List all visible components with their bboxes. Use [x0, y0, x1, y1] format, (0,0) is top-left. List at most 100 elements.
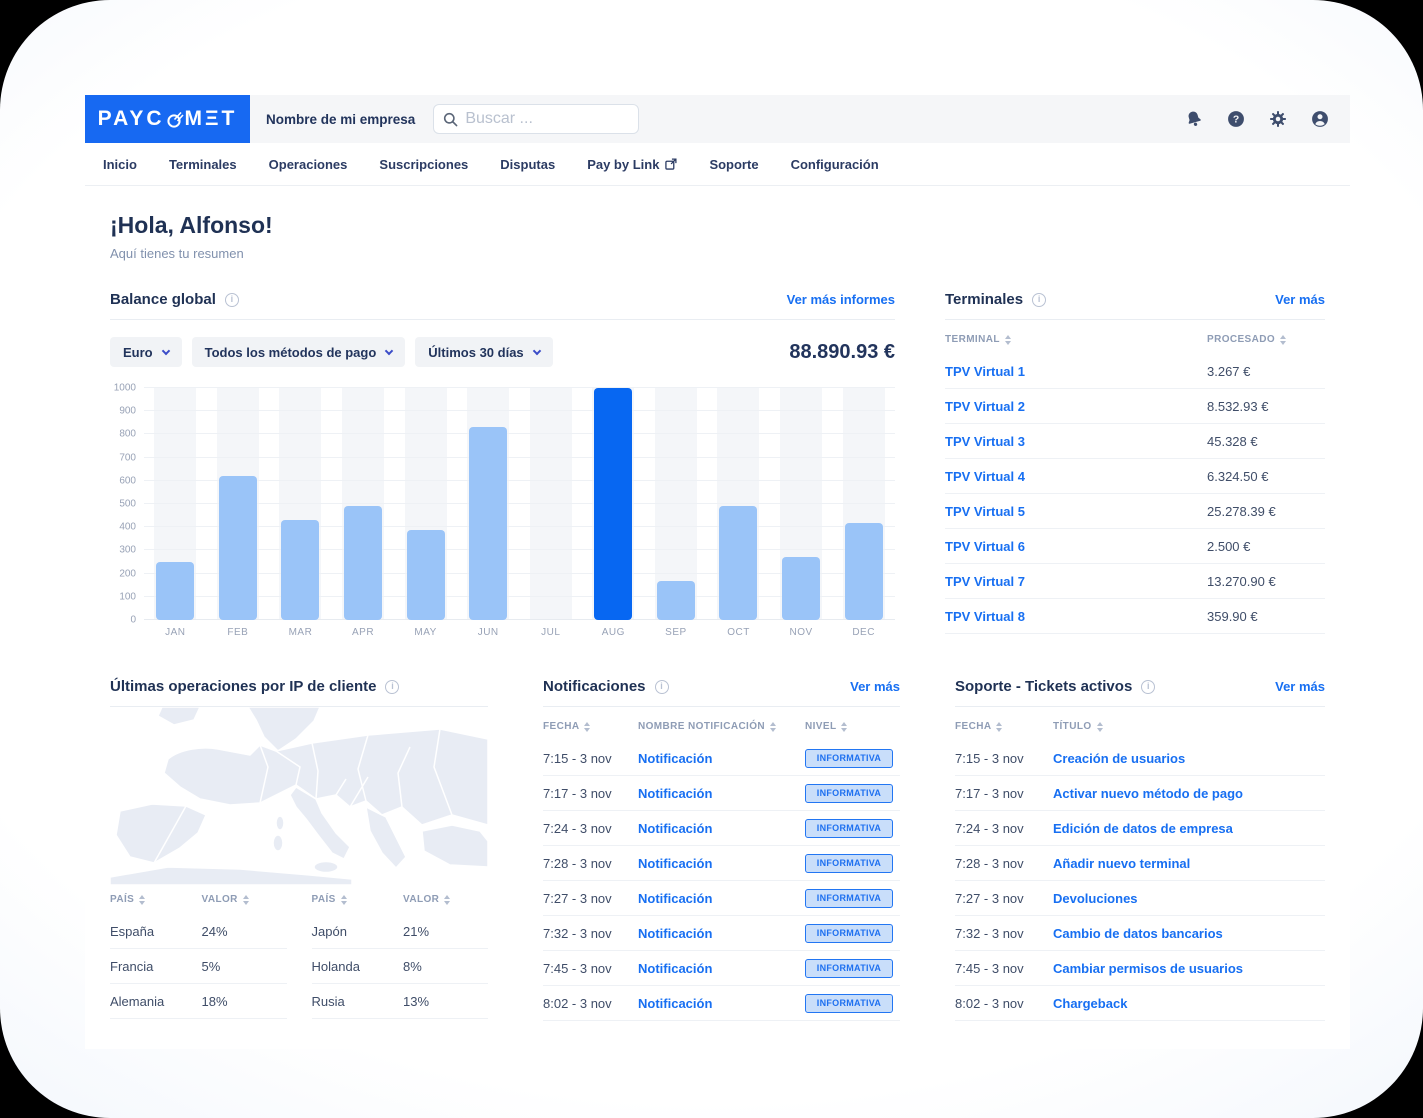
chart-column-feb	[207, 388, 270, 620]
ticket-title-link[interactable]: Chargeback	[1053, 996, 1325, 1011]
sort-icon	[444, 895, 450, 905]
y-axis-tick: 800	[119, 429, 136, 440]
column-header-fecha[interactable]: FECHA	[955, 721, 1053, 732]
terminal-link[interactable]: TPV Virtual 2	[945, 399, 1207, 414]
table-row: TPV Virtual 713.270.90 €	[945, 564, 1325, 599]
table-row: 7:15 - 3 novNotificaciónINFORMATIVA	[543, 741, 900, 776]
y-axis-tick: 1000	[114, 383, 136, 394]
terminal-link[interactable]: TPV Virtual 8	[945, 609, 1207, 624]
terminal-processed-value: 3.267 €	[1207, 364, 1325, 379]
info-icon[interactable]	[385, 680, 399, 694]
filter-dropdown--ltimos-30-d-as[interactable]: Últimos 30 días	[415, 337, 552, 367]
terminal-link[interactable]: TPV Virtual 3	[945, 434, 1207, 449]
notification-link[interactable]: Notificación	[638, 961, 805, 976]
chart-y-axis: 01002003004005006007008009001000	[110, 388, 144, 620]
terminals-table: TPV Virtual 13.267 €TPV Virtual 28.532.9…	[945, 354, 1325, 634]
ticket-date: 7:28 - 3 nov	[955, 856, 1053, 871]
chart-bar-may	[407, 530, 445, 620]
filter-dropdown-todos-los-m-todos-de-pago[interactable]: Todos los métodos de pago	[192, 337, 406, 367]
table-row: 8:02 - 3 novNotificaciónINFORMATIVA	[543, 986, 900, 1021]
column-header-procesado[interactable]: PROCESADO	[1207, 334, 1325, 345]
terminal-link[interactable]: TPV Virtual 1	[945, 364, 1207, 379]
x-axis-label-jul: JUL	[519, 627, 582, 638]
chart-column-band	[467, 388, 509, 620]
support-see-more-link[interactable]: Ver más	[1275, 679, 1325, 694]
nav-item-configuraci-n[interactable]: Configuración	[791, 157, 879, 172]
x-axis-label-dec: DEC	[832, 627, 895, 638]
search-box[interactable]	[433, 104, 639, 134]
table-row: TPV Virtual 62.500 €	[945, 529, 1325, 564]
notification-link[interactable]: Notificación	[638, 856, 805, 871]
greeting: ¡Hola, Alfonso! Aquí tienes tu resumen	[110, 212, 1325, 261]
balance-chart: 01002003004005006007008009001000 JANFEBM…	[110, 388, 895, 638]
x-axis-label-sep: SEP	[645, 627, 708, 638]
column-header-titulo[interactable]: TÍTULO	[1053, 721, 1325, 732]
notifications-bell-icon[interactable]	[1184, 109, 1204, 129]
notification-link[interactable]: Notificación	[638, 926, 805, 941]
nav-item-terminales[interactable]: Terminales	[169, 157, 237, 172]
ticket-title-link[interactable]: Edición de datos de empresa	[1053, 821, 1325, 836]
column-header-nivel[interactable]: NIVEL	[805, 721, 900, 732]
column-header-pais[interactable]: PAÍS	[110, 894, 202, 905]
notification-link[interactable]: Notificación	[638, 996, 805, 1011]
terminal-processed-value: 45.328 €	[1207, 434, 1325, 449]
table-row: 7:45 - 3 novCambiar permisos de usuarios	[955, 951, 1325, 986]
column-header-nombre-notificacion[interactable]: NOMBRE NOTIFICACIÓN	[638, 721, 805, 732]
ticket-title-link[interactable]: Cambiar permisos de usuarios	[1053, 961, 1325, 976]
support-table: 7:15 - 3 novCreación de usuarios7:17 - 3…	[955, 741, 1325, 1021]
y-axis-tick: 400	[119, 522, 136, 533]
filter-dropdown-euro[interactable]: Euro	[110, 337, 182, 367]
info-icon[interactable]	[1141, 680, 1155, 694]
comet-o-icon	[166, 110, 184, 129]
terminal-link[interactable]: TPV Virtual 4	[945, 469, 1207, 484]
settings-gear-icon[interactable]	[1268, 109, 1288, 129]
sort-icon	[584, 722, 590, 732]
ticket-title-link[interactable]: Cambio de datos bancarios	[1053, 926, 1325, 941]
ticket-title-link[interactable]: Añadir nuevo terminal	[1053, 856, 1325, 871]
chart-column-oct	[707, 388, 770, 620]
ticket-title-link[interactable]: Devoluciones	[1053, 891, 1325, 906]
ticket-date: 7:24 - 3 nov	[955, 821, 1053, 836]
table-row: TPV Virtual 46.324.50 €	[945, 459, 1325, 494]
notification-link[interactable]: Notificación	[638, 821, 805, 836]
terminal-link[interactable]: TPV Virtual 5	[945, 504, 1207, 519]
terminal-link[interactable]: TPV Virtual 7	[945, 574, 1207, 589]
column-header-terminal[interactable]: TERMINAL	[945, 334, 1207, 345]
chart-plot-area	[144, 388, 895, 620]
search-input[interactable]	[465, 110, 629, 128]
column-header-pais[interactable]: PAÍS	[312, 894, 404, 905]
help-icon[interactable]: ?	[1226, 109, 1246, 129]
notification-link[interactable]: Notificación	[638, 891, 805, 906]
terminals-see-more-link[interactable]: Ver más	[1275, 292, 1325, 307]
terminal-processed-value: 25.278.39 €	[1207, 504, 1325, 519]
company-name: Nombre de mi empresa	[266, 112, 415, 127]
see-more-reports-link[interactable]: Ver más informes	[787, 292, 895, 307]
sort-icon	[1097, 722, 1103, 732]
nav-item-soporte[interactable]: Soporte	[709, 157, 758, 172]
notification-link[interactable]: Notificación	[638, 751, 805, 766]
info-icon[interactable]	[1032, 293, 1046, 307]
column-header-fecha[interactable]: FECHA	[543, 721, 638, 732]
column-header-valor[interactable]: VALOR	[403, 894, 488, 905]
nav-item-pay-by-link[interactable]: Pay by Link	[587, 157, 677, 172]
level-badge: INFORMATIVA	[805, 924, 893, 943]
sort-icon	[996, 722, 1002, 732]
chart-column-jun	[457, 388, 520, 620]
info-icon[interactable]	[655, 680, 669, 694]
account-user-icon[interactable]	[1310, 109, 1330, 129]
nav-item-suscripciones[interactable]: Suscripciones	[379, 157, 468, 172]
info-icon[interactable]	[225, 293, 239, 307]
paycomet-logo[interactable]: PAYC MΞT	[85, 95, 250, 143]
ticket-title-link[interactable]: Activar nuevo método de pago	[1053, 786, 1325, 801]
nav-item-inicio[interactable]: Inicio	[103, 157, 137, 172]
y-axis-tick: 100	[119, 591, 136, 602]
terminal-link[interactable]: TPV Virtual 6	[945, 539, 1207, 554]
nav-item-disputas[interactable]: Disputas	[500, 157, 555, 172]
ticket-title-link[interactable]: Creación de usuarios	[1053, 751, 1325, 766]
notification-link[interactable]: Notificación	[638, 786, 805, 801]
column-header-valor[interactable]: VALOR	[202, 894, 287, 905]
notifications-see-more-link[interactable]: Ver más	[850, 679, 900, 694]
chart-bar-oct	[719, 506, 757, 620]
nav-item-operaciones[interactable]: Operaciones	[269, 157, 348, 172]
table-row: 7:17 - 3 novNotificaciónINFORMATIVA	[543, 776, 900, 811]
